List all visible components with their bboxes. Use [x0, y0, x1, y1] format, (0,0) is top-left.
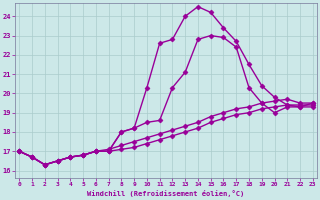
X-axis label: Windchill (Refroidissement éolien,°C): Windchill (Refroidissement éolien,°C): [87, 190, 245, 197]
